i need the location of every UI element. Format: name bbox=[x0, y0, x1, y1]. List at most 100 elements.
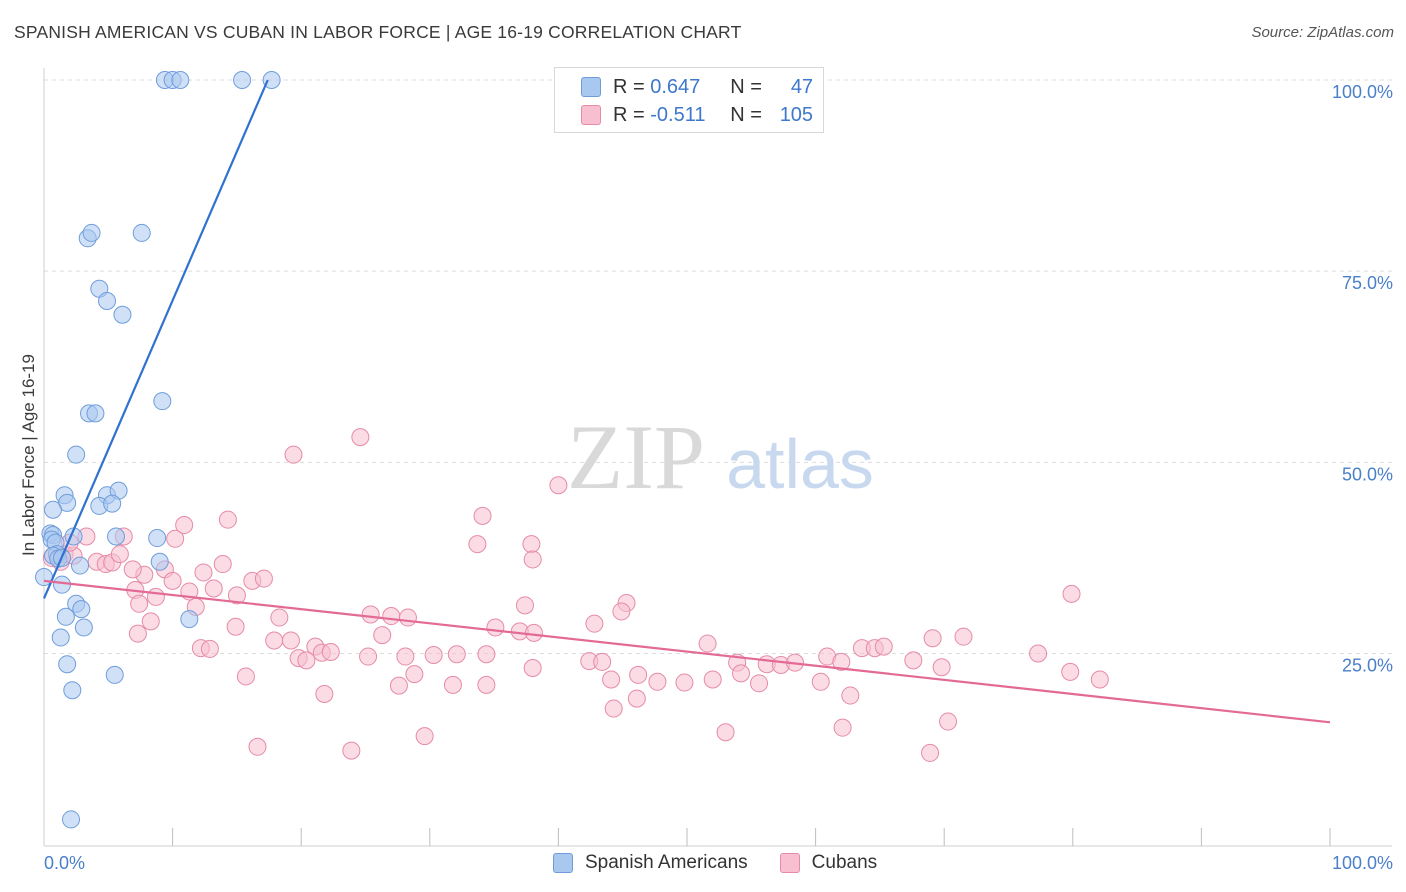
cuban-point[interactable] bbox=[628, 690, 645, 707]
spanish-american-point[interactable] bbox=[99, 292, 116, 309]
cuban-point[interactable] bbox=[399, 609, 416, 626]
spanish-american-point[interactable] bbox=[87, 405, 104, 422]
cuban-point[interactable] bbox=[255, 570, 272, 587]
spanish-american-point[interactable] bbox=[133, 224, 150, 241]
spanish-american-point[interactable] bbox=[149, 530, 166, 547]
cuban-point[interactable] bbox=[142, 613, 159, 630]
spanish-american-point[interactable] bbox=[114, 306, 131, 323]
legend-item-spanish-americans[interactable]: Spanish Americans bbox=[553, 852, 748, 874]
cuban-point[interactable] bbox=[282, 632, 299, 649]
cuban-point[interactable] bbox=[111, 546, 128, 563]
cuban-point[interactable] bbox=[924, 630, 941, 647]
spanish-american-point[interactable] bbox=[104, 495, 121, 512]
cuban-point[interactable] bbox=[416, 728, 433, 745]
cuban-point[interactable] bbox=[227, 618, 244, 635]
cuban-point[interactable] bbox=[219, 511, 236, 528]
cuban-point[interactable] bbox=[406, 666, 423, 683]
cuban-point[interactable] bbox=[237, 668, 254, 685]
cuban-point[interactable] bbox=[516, 597, 533, 614]
cuban-point[interactable] bbox=[605, 700, 622, 717]
cuban-point[interactable] bbox=[360, 648, 377, 665]
cuban-point[interactable] bbox=[733, 665, 750, 682]
cuban-point[interactable] bbox=[362, 606, 379, 623]
cuban-point[interactable] bbox=[834, 719, 851, 736]
cuban-point[interactable] bbox=[205, 580, 222, 597]
cuban-point[interactable] bbox=[383, 608, 400, 625]
cuban-point[interactable] bbox=[374, 627, 391, 644]
legend-item-cubans[interactable]: Cubans bbox=[780, 852, 878, 874]
cuban-point[interactable] bbox=[594, 653, 611, 670]
cuban-point[interactable] bbox=[704, 671, 721, 688]
spanish-american-point[interactable] bbox=[45, 501, 62, 518]
cuban-point[interactable] bbox=[425, 647, 442, 664]
cuban-point[interactable] bbox=[343, 742, 360, 759]
spanish-american-point[interactable] bbox=[181, 611, 198, 628]
spanish-american-point[interactable] bbox=[234, 72, 251, 89]
cuban-point[interactable] bbox=[812, 673, 829, 690]
cuban-point[interactable] bbox=[525, 624, 542, 641]
spanish-american-point[interactable] bbox=[57, 608, 74, 625]
cuban-point[interactable] bbox=[905, 652, 922, 669]
cuban-point[interactable] bbox=[298, 652, 315, 669]
spanish-american-point[interactable] bbox=[73, 601, 90, 618]
cuban-point[interactable] bbox=[955, 628, 972, 645]
cuban-point[interactable] bbox=[717, 724, 734, 741]
cuban-point[interactable] bbox=[124, 561, 141, 578]
cuban-point[interactable] bbox=[164, 572, 181, 589]
cuban-point[interactable] bbox=[1062, 663, 1079, 680]
cuban-point[interactable] bbox=[523, 536, 540, 553]
cuban-point[interactable] bbox=[933, 659, 950, 676]
spanish-american-point[interactable] bbox=[154, 393, 171, 410]
cuban-point[interactable] bbox=[176, 517, 193, 534]
cuban-point[interactable] bbox=[390, 677, 407, 694]
cuban-point[interactable] bbox=[444, 676, 461, 693]
cuban-point[interactable] bbox=[586, 615, 603, 632]
cuban-point[interactable] bbox=[195, 564, 212, 581]
cuban-point[interactable] bbox=[352, 429, 369, 446]
cuban-point[interactable] bbox=[1063, 585, 1080, 602]
cuban-point[interactable] bbox=[603, 671, 620, 688]
cuban-point[interactable] bbox=[448, 646, 465, 663]
cuban-point[interactable] bbox=[129, 625, 146, 642]
spanish-american-point[interactable] bbox=[63, 811, 80, 828]
cuban-point[interactable] bbox=[147, 588, 164, 605]
cuban-point[interactable] bbox=[478, 676, 495, 693]
spanish-american-point[interactable] bbox=[64, 682, 81, 699]
cuban-point[interactable] bbox=[214, 556, 231, 573]
cuban-point[interactable] bbox=[478, 646, 495, 663]
cuban-point[interactable] bbox=[940, 713, 957, 730]
spanish-american-point[interactable] bbox=[106, 666, 123, 683]
cuban-point[interactable] bbox=[316, 686, 333, 703]
spanish-american-point[interactable] bbox=[151, 553, 168, 570]
spanish-american-point[interactable] bbox=[72, 557, 89, 574]
cuban-point[interactable] bbox=[271, 609, 288, 626]
cuban-point[interactable] bbox=[131, 595, 148, 612]
cuban-point[interactable] bbox=[630, 666, 647, 683]
cuban-point[interactable] bbox=[524, 551, 541, 568]
cuban-point[interactable] bbox=[699, 635, 716, 652]
spanish-american-point[interactable] bbox=[83, 224, 100, 241]
cuban-point[interactable] bbox=[1091, 671, 1108, 688]
cuban-point[interactable] bbox=[922, 744, 939, 761]
spanish-american-point[interactable] bbox=[75, 619, 92, 636]
spanish-american-point[interactable] bbox=[68, 446, 85, 463]
cuban-point[interactable] bbox=[266, 632, 283, 649]
cuban-point[interactable] bbox=[487, 619, 504, 636]
cuban-point[interactable] bbox=[613, 603, 630, 620]
cuban-point[interactable] bbox=[649, 673, 666, 690]
spanish-american-point[interactable] bbox=[59, 656, 76, 673]
cuban-point[interactable] bbox=[1030, 645, 1047, 662]
cuban-point[interactable] bbox=[469, 536, 486, 553]
cuban-point[interactable] bbox=[676, 674, 693, 691]
cuban-point[interactable] bbox=[751, 675, 768, 692]
cuban-point[interactable] bbox=[249, 738, 266, 755]
spanish-american-point[interactable] bbox=[108, 528, 125, 545]
cuban-point[interactable] bbox=[875, 638, 892, 655]
cuban-point[interactable] bbox=[474, 507, 491, 524]
cuban-point[interactable] bbox=[842, 687, 859, 704]
cuban-point[interactable] bbox=[524, 660, 541, 677]
cuban-point[interactable] bbox=[201, 640, 218, 657]
spanish-american-point[interactable] bbox=[172, 72, 189, 89]
spanish-american-point[interactable] bbox=[52, 629, 69, 646]
cuban-point[interactable] bbox=[322, 643, 339, 660]
